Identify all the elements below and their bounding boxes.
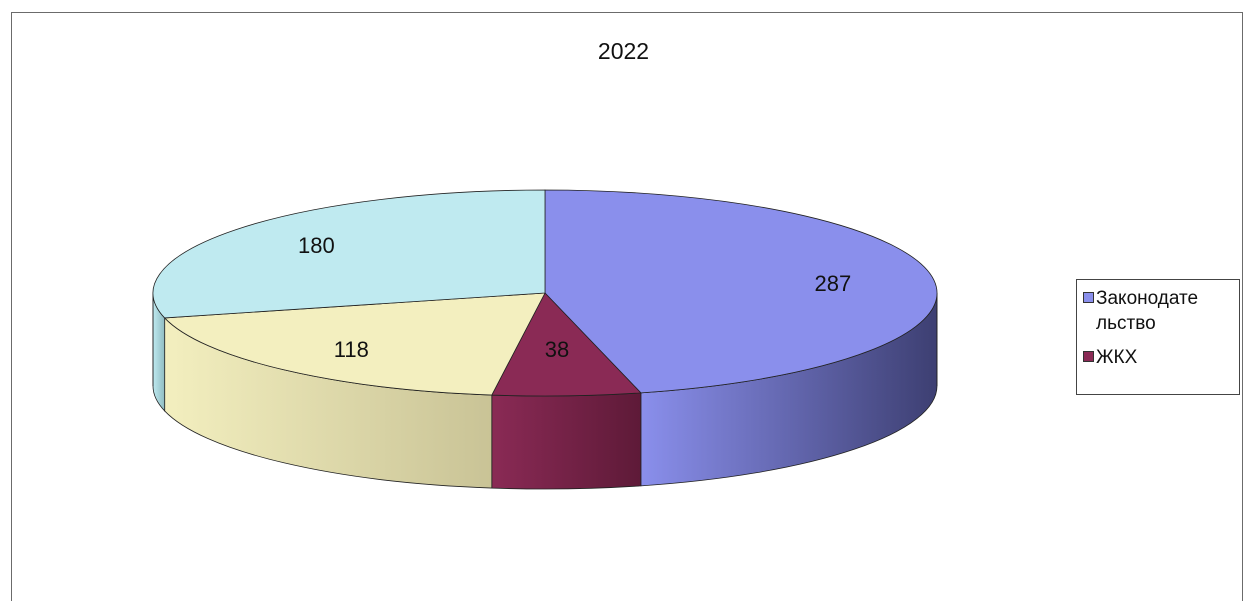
pie-slice-1 xyxy=(491,292,642,397)
legend-label-0-line2: льство xyxy=(1096,313,1156,334)
pie-slice-2 xyxy=(163,292,546,396)
pie-side-1 xyxy=(491,392,642,490)
chart-title: 2022 xyxy=(597,38,650,64)
legend: Законодате льство ЖКХ xyxy=(1076,279,1240,395)
data-label-3: 180 xyxy=(298,233,335,259)
data-label-1: 38 xyxy=(544,336,570,362)
pie-slice-0 xyxy=(544,189,938,394)
legend-swatch-0 xyxy=(1083,292,1094,303)
data-label-2: 118 xyxy=(333,336,369,362)
legend-label-0-line1: Законодате xyxy=(1096,288,1199,309)
pie-slice-3 xyxy=(152,189,546,319)
legend-entry-0: Законодате льство xyxy=(1083,286,1226,336)
data-label-0: 287 xyxy=(814,270,852,296)
legend-swatch-1 xyxy=(1083,351,1094,362)
legend-entry-1: ЖКХ xyxy=(1083,345,1226,370)
legend-label-1: ЖКХ xyxy=(1096,347,1138,368)
